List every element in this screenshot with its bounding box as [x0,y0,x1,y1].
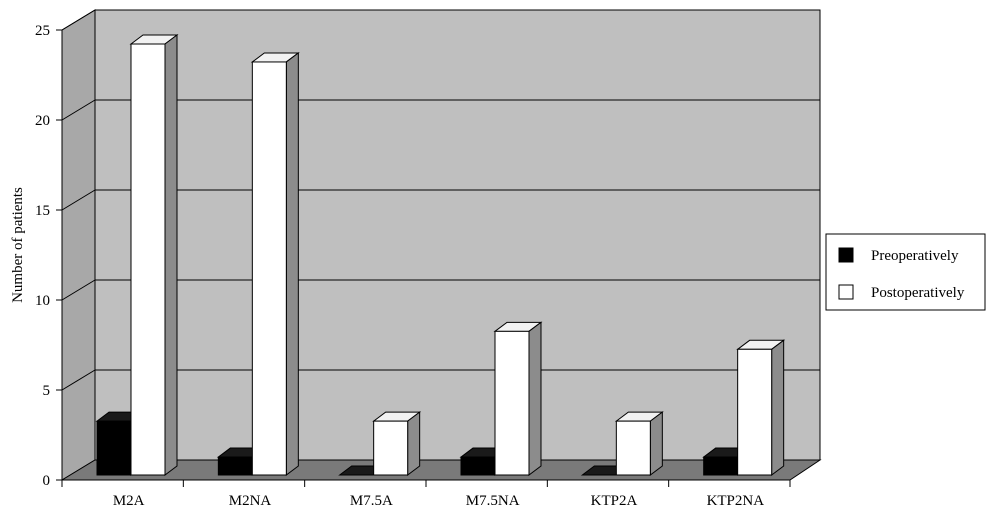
bar-preoperatively [96,420,132,476]
gridlines [61,9,820,391]
bar-preoperatively [217,456,253,476]
x-tick-label: KTP2A [591,493,638,509]
y-tick-label: 15 [35,203,50,219]
y-axis: 0 5 10 15 20 25 [35,23,63,489]
side-wall [61,9,96,481]
bar-side-postoperatively [407,411,421,476]
x-tick-label: M7.5A [350,493,393,509]
y-tick-label: 25 [35,23,50,39]
legend-label-preoperatively: Preoperatively [871,248,959,264]
legend-swatch-preoperatively [838,247,854,263]
y-axis-label: Number of patients [10,187,26,303]
y-tick-label: 20 [35,113,50,129]
bars [95,34,786,476]
bar-side-postoperatively [528,321,542,476]
bar-postoperatively [373,420,409,476]
bar-postoperatively [251,61,287,476]
bar-side-postoperatively [649,411,663,476]
bar-preoperatively [703,456,739,476]
gridline-side [61,369,96,391]
bar-side-postoperatively [285,51,299,476]
bar-postoperatively [494,330,530,476]
x-tick-label: M2NA [229,493,272,509]
legend-swatch-postoperatively [838,284,854,300]
y-tick-label: 0 [43,473,51,489]
gridline-side [61,279,96,301]
gridline-side [61,189,96,211]
x-tick-label: M7.5NA [466,493,520,509]
bar-postoperatively [130,43,166,476]
bar-side-postoperatively [771,339,785,476]
x-tick-label: KTP2NA [707,493,765,509]
gridline-side [61,9,96,31]
bar-side-postoperatively [164,34,178,476]
gridline-side [61,99,96,121]
x-tick-label: M2A [113,493,145,509]
y-tick-label: 5 [43,383,51,399]
bar-preoperatively [460,456,496,476]
legend: Preoperatively Postoperatively [825,233,986,311]
y-tick-label: 10 [35,293,50,309]
x-axis: M2A M2NA M7.5A M7.5NA KTP2A KTP2NA [61,479,791,509]
back-wall [94,9,821,461]
bar-postoperatively [615,420,651,476]
bar-postoperatively [737,348,773,476]
legend-label-postoperatively: Postoperatively [871,285,965,301]
